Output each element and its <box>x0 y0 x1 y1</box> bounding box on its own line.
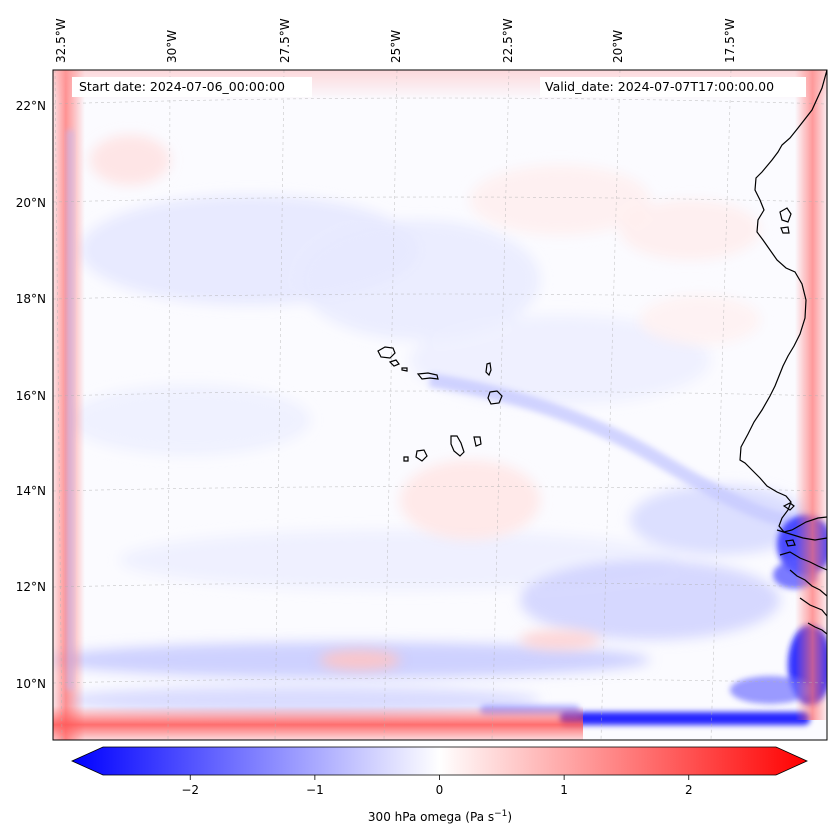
cape-verde-santiago <box>450 435 465 457</box>
lon-label: 22.5°W <box>501 18 515 63</box>
lat-label: 16°N <box>16 389 46 403</box>
lon-label: 17.5°W <box>723 18 737 63</box>
cape-verde-brava <box>403 456 409 462</box>
cape-verde-santo-antao <box>377 346 396 359</box>
lat-label: 14°N <box>16 484 46 498</box>
colorbar-tick-label: 0 <box>436 783 444 797</box>
lon-label: 27.5°W <box>278 18 292 63</box>
start-date-box <box>72 77 312 97</box>
omega-field <box>53 70 827 740</box>
colorbar-ticks: −2 −1 0 1 2 <box>181 775 693 797</box>
valid-date-box <box>540 77 806 97</box>
cape-verde-boa-vista <box>487 390 503 405</box>
valid-date-label: Valid_date: 2024-07-07T17:00:00.00 <box>545 79 774 94</box>
cape-verde-sao-vicente <box>388 359 400 367</box>
colorbar-label: 300 hPa omega (Pa s−1) <box>368 809 512 824</box>
bottom-boundary-band <box>53 706 583 740</box>
start-date-label: Start date: 2024-07-06_00:00:00 <box>79 79 285 94</box>
cape-verde-sal <box>485 362 492 377</box>
colorbar: −2 −1 0 1 2 300 hPa omega (Pa s−1) <box>71 746 808 824</box>
map-frame <box>52 69 828 741</box>
lon-label: 25°W <box>389 30 403 63</box>
lat-label: 22°N <box>16 99 46 113</box>
colorbar-tick-label: −2 <box>181 783 199 797</box>
west-africa-coastline <box>739 70 827 533</box>
colorbar-gradient <box>71 746 808 776</box>
gambia-coast <box>776 529 827 541</box>
guinea-bissau-coast <box>779 551 827 571</box>
lat-label: 20°N <box>16 196 46 210</box>
lon-label: 20°W <box>611 30 625 63</box>
colorbar-tick-label: 2 <box>685 783 693 797</box>
cape-verde-maio <box>473 436 482 447</box>
positive-omega-patches <box>90 135 760 670</box>
lon-label: 30°W <box>165 30 179 63</box>
cape-verde-sao-nicolau <box>416 372 439 380</box>
negative-omega-patches <box>53 195 810 714</box>
graticule <box>53 70 827 740</box>
lat-label: 10°N <box>16 677 46 691</box>
lat-label: 12°N <box>16 580 46 594</box>
lon-label: 32.5°W <box>54 18 68 63</box>
longitude-labels: 32.5°W 30°W 27.5°W 25°W 22.5°W 20°W 17.5… <box>54 18 737 63</box>
right-boundary-band <box>795 70 827 720</box>
latitude-labels: 22°N 20°N 18°N 16°N 14°N 12°N 10°N <box>16 99 46 691</box>
cape-verde-santa-luzia <box>401 367 408 372</box>
cape-verde-fogo <box>415 449 428 462</box>
colorbar-tick-label: 1 <box>560 783 568 797</box>
lat-label: 18°N <box>16 292 46 306</box>
coastlines <box>377 70 827 635</box>
colorbar-tick-label: −1 <box>306 783 324 797</box>
